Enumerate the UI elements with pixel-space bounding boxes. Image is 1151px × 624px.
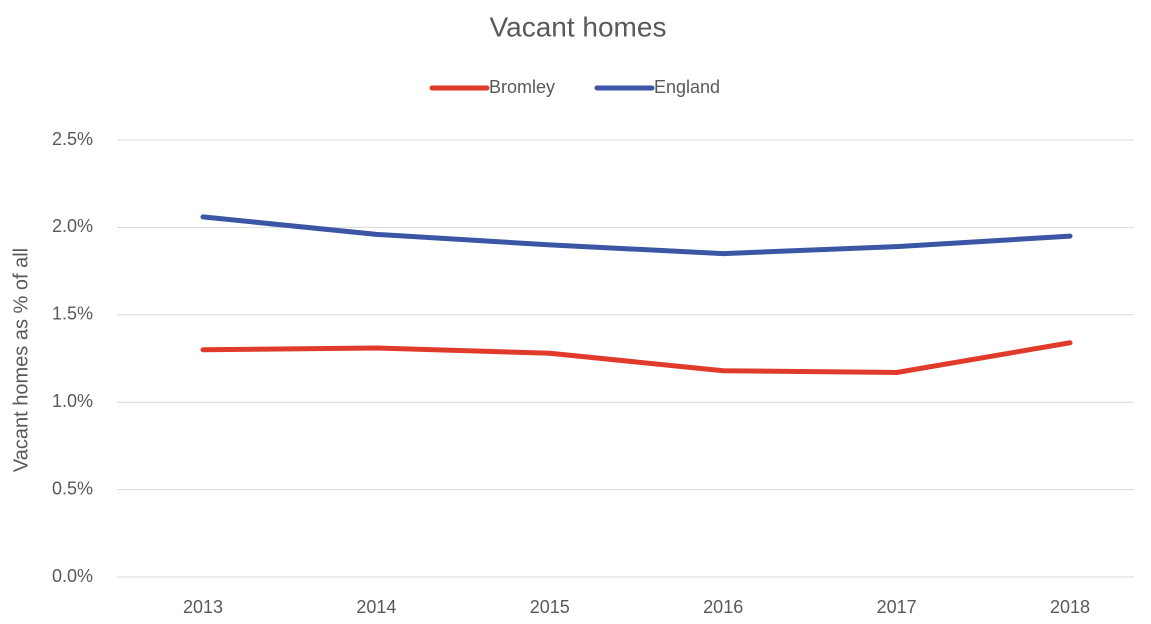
x-tick-label: 2015 bbox=[530, 597, 570, 617]
x-tick-label: 2016 bbox=[703, 597, 743, 617]
y-tick-label: 1.5% bbox=[52, 304, 93, 324]
legend-label: Bromley bbox=[489, 77, 555, 97]
y-tick-label: 2.0% bbox=[52, 216, 93, 236]
y-tick-label: 0.5% bbox=[52, 478, 93, 498]
legend-label: England bbox=[654, 77, 720, 97]
y-tick-label: 1.0% bbox=[52, 391, 93, 411]
line-series bbox=[200, 340, 1073, 375]
y-tick-label: 0.0% bbox=[52, 566, 93, 586]
chart-title: Vacant homes bbox=[490, 11, 667, 42]
y-axis-label: Vacant homes as % of all bbox=[10, 248, 32, 472]
x-tick-label: 2013 bbox=[183, 597, 223, 617]
x-tick-label: 2017 bbox=[877, 597, 917, 617]
x-tick-label: 2014 bbox=[356, 597, 396, 617]
y-tick-label: 2.5% bbox=[52, 129, 93, 149]
line-series bbox=[200, 214, 1073, 257]
x-tick-label: 2018 bbox=[1050, 597, 1090, 617]
